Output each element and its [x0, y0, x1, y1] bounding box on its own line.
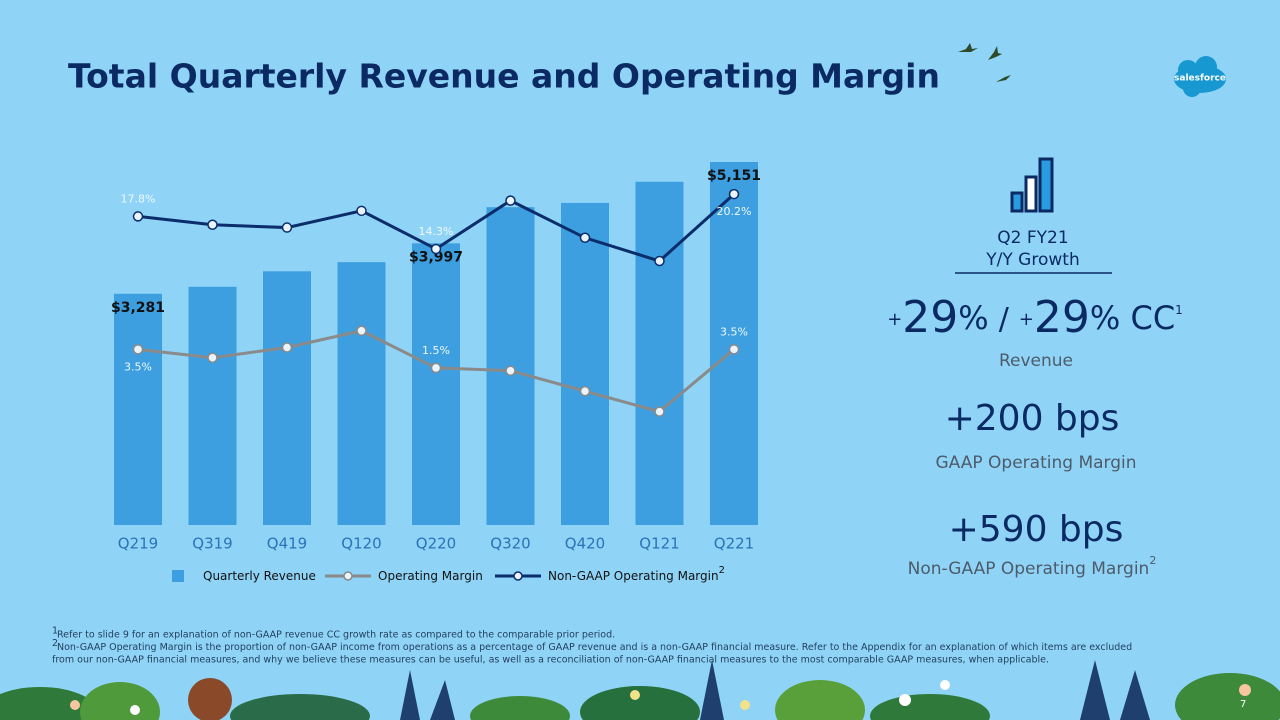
bar-value-label: $3,281 — [111, 300, 165, 316]
birds — [958, 43, 1011, 82]
x-tick-label: Q221 — [714, 535, 754, 553]
x-tick-label: Q120 — [341, 535, 381, 553]
margin-point — [207, 219, 218, 231]
x-tick-label: Q420 — [565, 535, 605, 553]
margin-point — [132, 211, 144, 222]
logo: salesforce — [1174, 56, 1226, 97]
revenue-bar — [337, 262, 386, 525]
legend-label: Non-GAAP Operating Margin2 — [548, 565, 725, 583]
x-tick-label: Q121 — [639, 535, 679, 553]
page-number: 7 — [1240, 699, 1246, 710]
chart: Q219 Q319 Q419 Q120 Q220 Q320 Q420 Q121 Q221 $3,2… — [111, 161, 761, 583]
margin-point — [505, 195, 516, 206]
margin-point — [207, 352, 218, 363]
revenue-bar — [114, 293, 162, 525]
margin-point — [132, 344, 144, 355]
margin-value-label: 3.5% — [124, 360, 152, 373]
revenue-growth: +29% / +29% CC1 — [887, 292, 1183, 343]
legend-point — [343, 571, 353, 581]
margin-point — [430, 243, 442, 255]
margin-point — [579, 232, 591, 244]
margin-point — [579, 385, 591, 397]
margin-value-label: 14.3% — [419, 225, 454, 238]
non-gaap-value: +590 bps — [949, 509, 1124, 550]
margin-value-label: 20.2% — [717, 205, 752, 218]
gaap-value: +200 bps — [945, 398, 1120, 439]
growth-icon — [1010, 157, 1054, 213]
margin-point — [728, 188, 740, 200]
footnote-text: from our non-GAAP financial measures, an… — [52, 655, 1049, 666]
margin-point — [505, 365, 516, 376]
x-tick-label: Q219 — [118, 535, 158, 553]
x-tick-label: Q320 — [490, 535, 530, 553]
footnote-mark: 2 — [52, 638, 58, 649]
margin-point — [430, 362, 442, 374]
growth-heading: Y/Y Growth — [985, 250, 1079, 270]
revenue-bar — [263, 271, 311, 525]
margin-point — [356, 205, 367, 217]
margin-value-label: 3.5% — [720, 325, 748, 338]
x-tick-label: Q419 — [267, 535, 307, 553]
legend-label: Operating Margin — [378, 569, 483, 583]
revenue-bar — [188, 286, 237, 525]
revenue-label: Revenue — [999, 351, 1073, 371]
footnote-text: Refer to slide 9 for an explanation of n… — [57, 630, 615, 641]
margin-value-label: 17.8% — [121, 192, 156, 205]
footnote-mark: 1 — [52, 626, 58, 637]
x-tick-label: Q319 — [192, 535, 232, 553]
legend-name: Quarterly Revenue — [203, 569, 316, 583]
x-tick-label: Q220 — [416, 535, 456, 553]
legend-point — [513, 571, 523, 581]
margin-point — [281, 222, 293, 233]
legend-name: Operating Margin — [378, 569, 483, 583]
revenue-bar — [635, 181, 684, 525]
margin-value-label: 1.5% — [422, 344, 450, 357]
legend-note: 2 — [719, 565, 725, 576]
legend-name: Non-GAAP Operating Margin — [548, 569, 719, 583]
non-gaap-label: Non-GAAP Operating Margin2 — [908, 554, 1157, 579]
legend-swatch — [172, 570, 184, 582]
slide-title: Total Quarterly Revenue and Operating Ma… — [68, 57, 940, 96]
logo-text: salesforce — [1174, 74, 1226, 84]
gaap-label: GAAP Operating Margin — [935, 453, 1136, 473]
revenue-bar — [412, 243, 460, 526]
margin-point — [654, 406, 665, 417]
margin-point — [728, 344, 740, 355]
revenue-bar — [561, 202, 609, 525]
legend-label: Quarterly Revenue — [203, 569, 316, 583]
period: Q2 FY21 — [997, 228, 1068, 248]
bar-value-label: $3,997 — [409, 249, 463, 265]
footnote-text: Non-GAAP Operating Margin is the proport… — [57, 642, 1132, 653]
revenue-bar — [710, 161, 758, 525]
margin-point — [281, 342, 293, 353]
margin-point — [356, 325, 367, 336]
bar-value-label: $5,151 — [707, 168, 761, 184]
margin-point — [654, 255, 665, 267]
foliage — [0, 660, 1280, 720]
